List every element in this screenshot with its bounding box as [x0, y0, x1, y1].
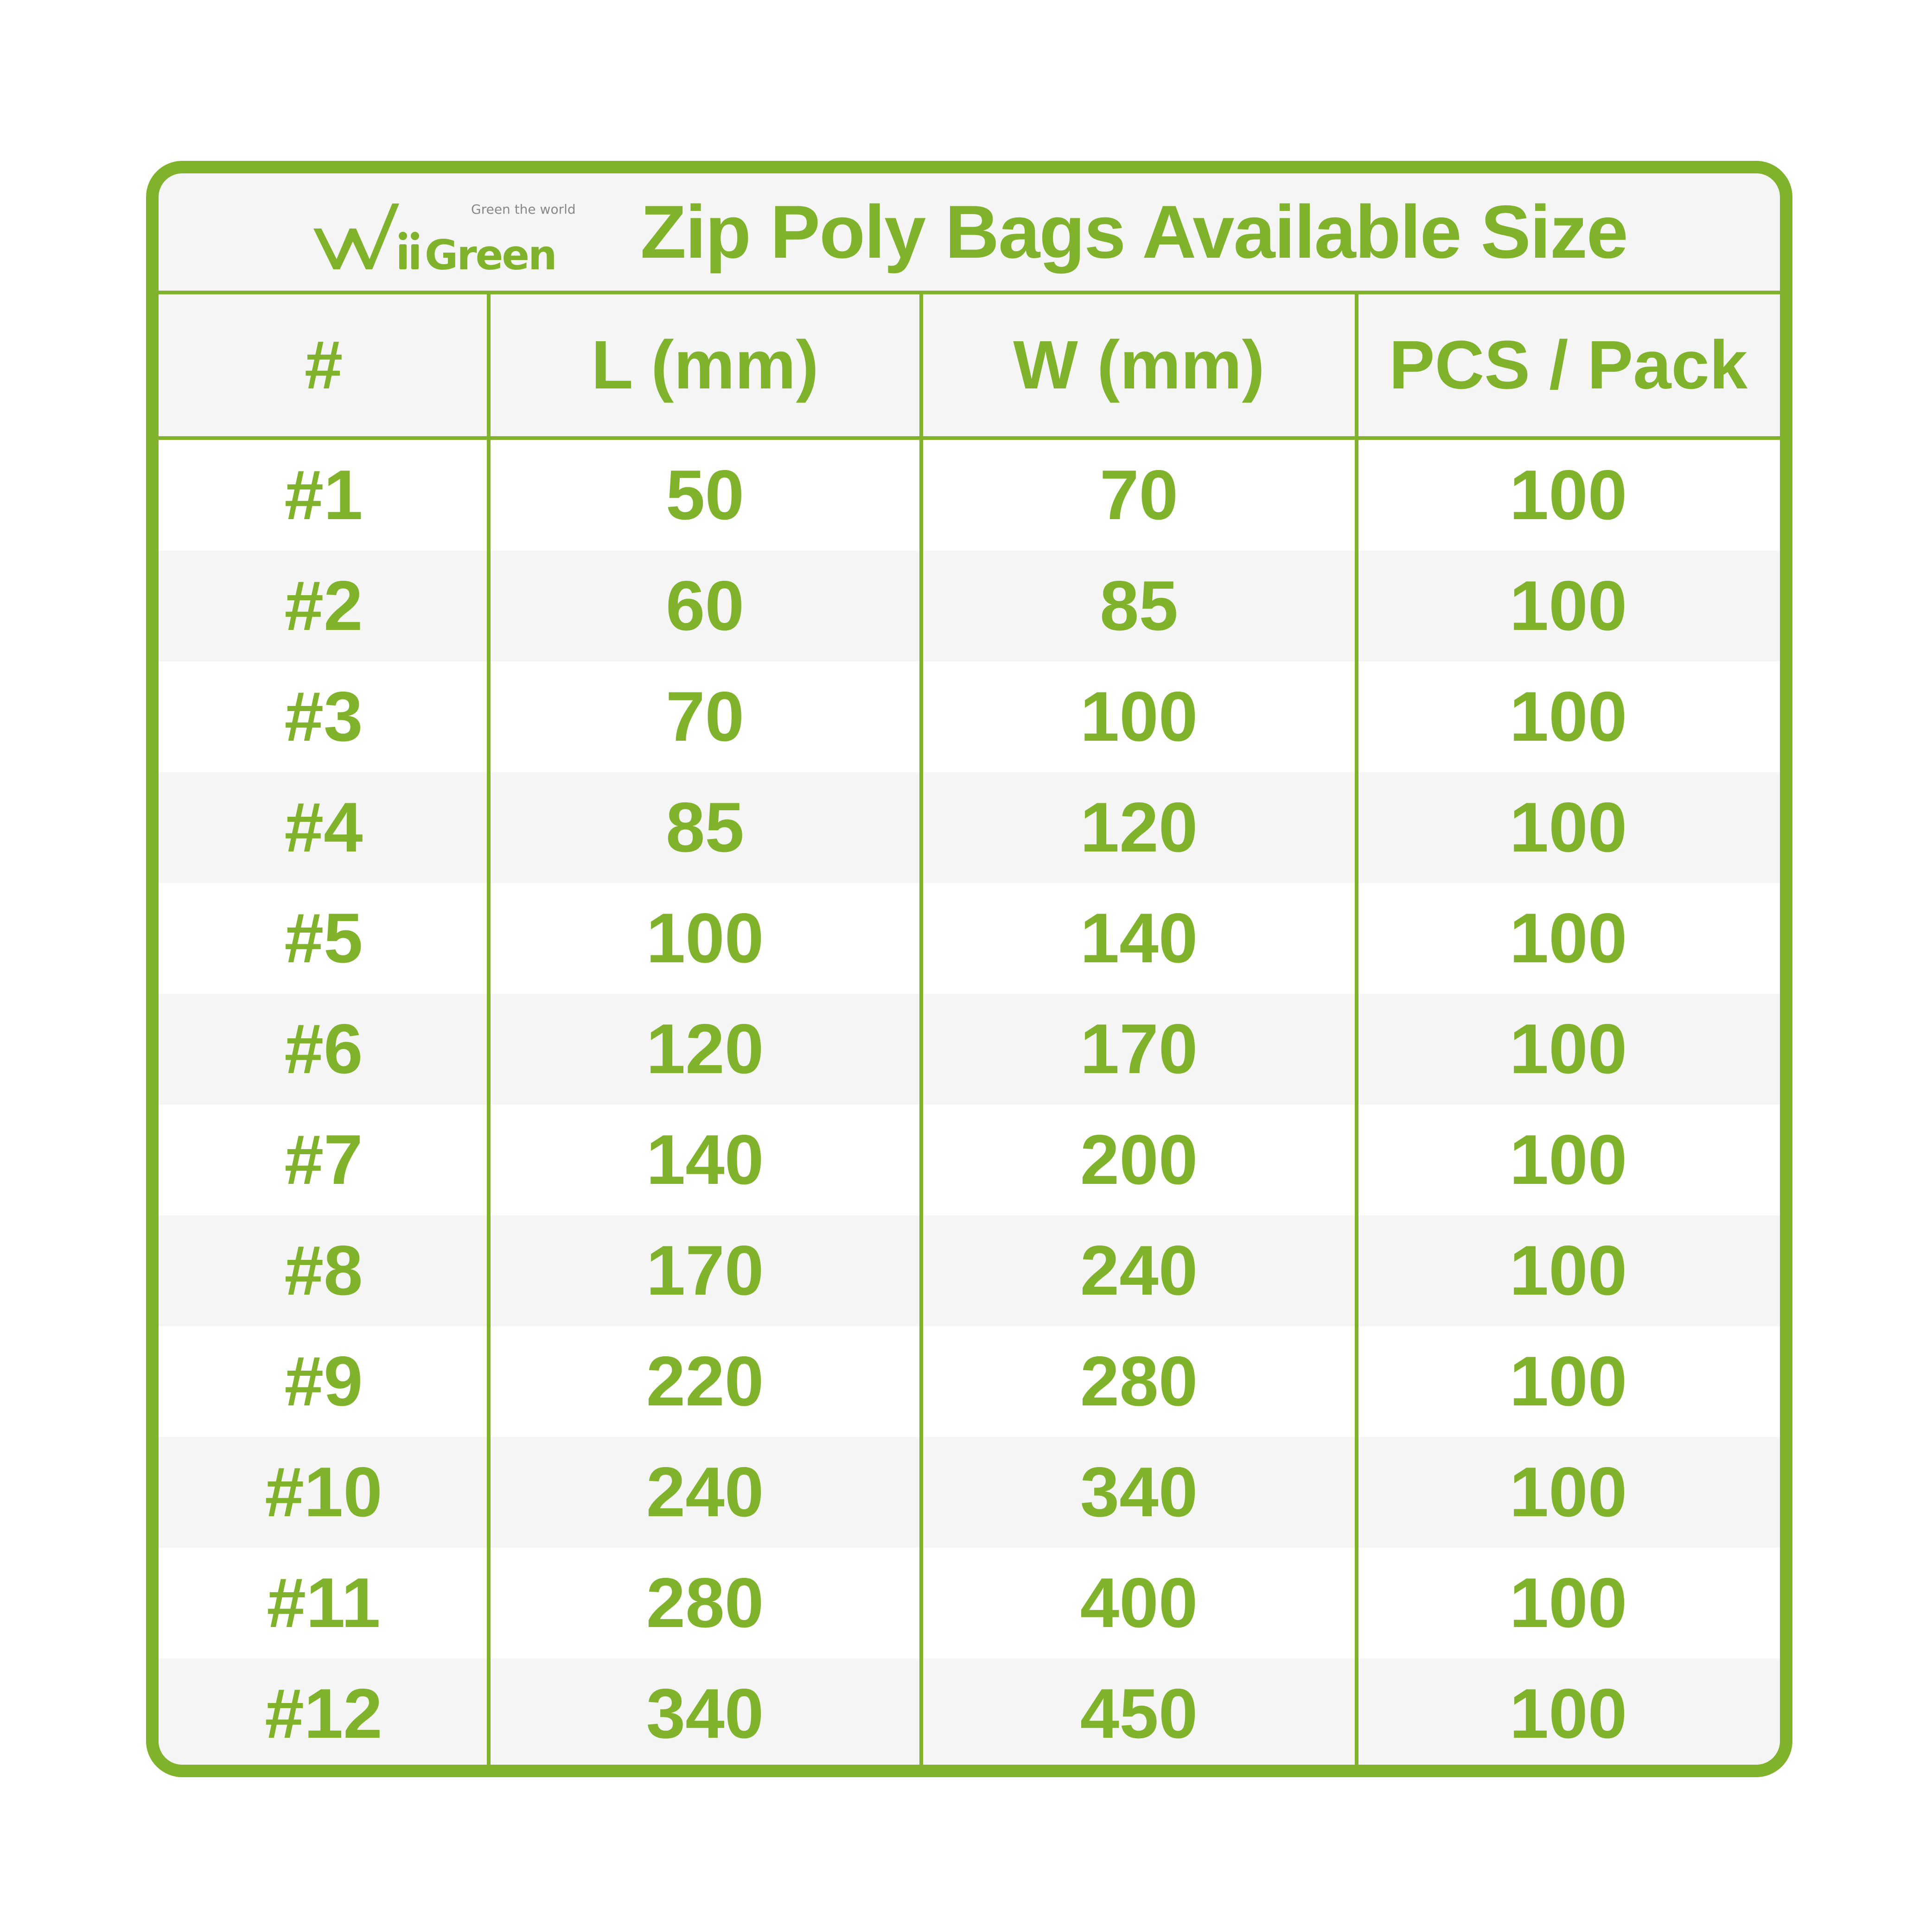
cell-pcs: 100 [1509, 677, 1627, 756]
cell-number: #5 [284, 899, 363, 978]
table-row: #9 220 280 100 [159, 1326, 1780, 1437]
cell-number: #12 [265, 1674, 383, 1753]
cell-pcs: 100 [1509, 1674, 1627, 1753]
cell-pcs: 100 [1509, 1563, 1627, 1642]
cell-number: #11 [267, 1563, 381, 1642]
table-row: #4 85 120 100 [159, 772, 1780, 883]
cell-number: #1 [284, 456, 363, 534]
cell-width: 400 [1080, 1563, 1198, 1642]
cell-length: 170 [646, 1231, 764, 1310]
wiigreen-logo: Green Green the world [313, 202, 576, 274]
divider [159, 436, 1780, 440]
cell-length: 120 [646, 1010, 764, 1088]
cell-width: 200 [1080, 1120, 1198, 1199]
cell-width: 240 [1080, 1231, 1198, 1310]
table-row: #8 170 240 100 [159, 1215, 1780, 1326]
cell-width: 450 [1080, 1674, 1198, 1753]
cell-pcs: 100 [1509, 899, 1627, 978]
divider [159, 291, 1780, 294]
cell-length: 220 [646, 1342, 764, 1421]
svg-text:Green the world: Green the world [471, 202, 576, 217]
table-row: #12 340 450 100 [159, 1659, 1780, 1765]
size-table-card: Green Green the world Zip Poly Bags Avai… [146, 161, 1792, 1777]
cell-length: 280 [646, 1563, 764, 1642]
cell-pcs: 100 [1509, 1231, 1627, 1310]
cell-length: 70 [665, 677, 745, 756]
cell-pcs: 100 [1509, 1342, 1627, 1421]
cell-number: #3 [284, 677, 363, 756]
cell-width: 170 [1080, 1010, 1198, 1088]
column-divider [487, 291, 491, 1765]
cell-length: 140 [646, 1120, 764, 1199]
table-row: #11 280 400 100 [159, 1548, 1780, 1659]
cell-number: #6 [284, 1010, 363, 1088]
cell-pcs: 100 [1509, 788, 1627, 867]
cell-number: #9 [284, 1342, 363, 1421]
table-row: #3 70 100 100 [159, 661, 1780, 772]
table-header-row: # L (mm) W (mm) PCS / Pack [159, 294, 1780, 436]
cell-length: 100 [646, 899, 764, 978]
table-row: #10 240 340 100 [159, 1437, 1780, 1548]
table-row: #1 50 70 100 [159, 440, 1780, 551]
cell-pcs: 100 [1509, 1120, 1627, 1199]
cell-width: 340 [1080, 1453, 1198, 1532]
cell-width: 70 [1099, 456, 1179, 534]
cell-number: #8 [284, 1231, 363, 1310]
header-length: L (mm) [591, 327, 819, 403]
cell-pcs: 100 [1509, 566, 1627, 645]
cell-pcs: 100 [1509, 1010, 1627, 1088]
cell-length: 50 [665, 456, 745, 534]
header-width: W (mm) [1013, 327, 1265, 403]
cell-number: #10 [265, 1453, 383, 1532]
cell-length: 85 [665, 788, 745, 867]
header-number: # [304, 327, 343, 403]
cell-width: 280 [1080, 1342, 1198, 1421]
cell-width: 85 [1099, 566, 1179, 645]
cell-length: 240 [646, 1453, 764, 1532]
table-row: #2 60 85 100 [159, 551, 1780, 661]
cell-width: 140 [1080, 899, 1198, 978]
cell-number: #2 [284, 566, 363, 645]
cell-width: 100 [1080, 677, 1198, 756]
cell-length: 60 [665, 566, 745, 645]
cell-length: 340 [646, 1674, 764, 1753]
header-pcs-per-pack: PCS / Pack [1389, 327, 1748, 403]
column-divider [919, 291, 923, 1765]
page-title: Zip Poly Bags Available Size [640, 190, 1628, 274]
svg-text:Green: Green [425, 231, 556, 274]
table-row: #7 140 200 100 [159, 1105, 1780, 1215]
column-divider [1355, 291, 1358, 1765]
cell-pcs: 100 [1509, 456, 1627, 534]
cell-number: #7 [284, 1120, 363, 1199]
title-band: Green Green the world Zip Poly Bags Avai… [159, 173, 1780, 291]
table-row: #6 120 170 100 [159, 994, 1780, 1105]
table-row: #5 100 140 100 [159, 883, 1780, 994]
cell-number: #4 [284, 788, 363, 867]
cell-pcs: 100 [1509, 1453, 1627, 1532]
cell-width: 120 [1080, 788, 1198, 867]
